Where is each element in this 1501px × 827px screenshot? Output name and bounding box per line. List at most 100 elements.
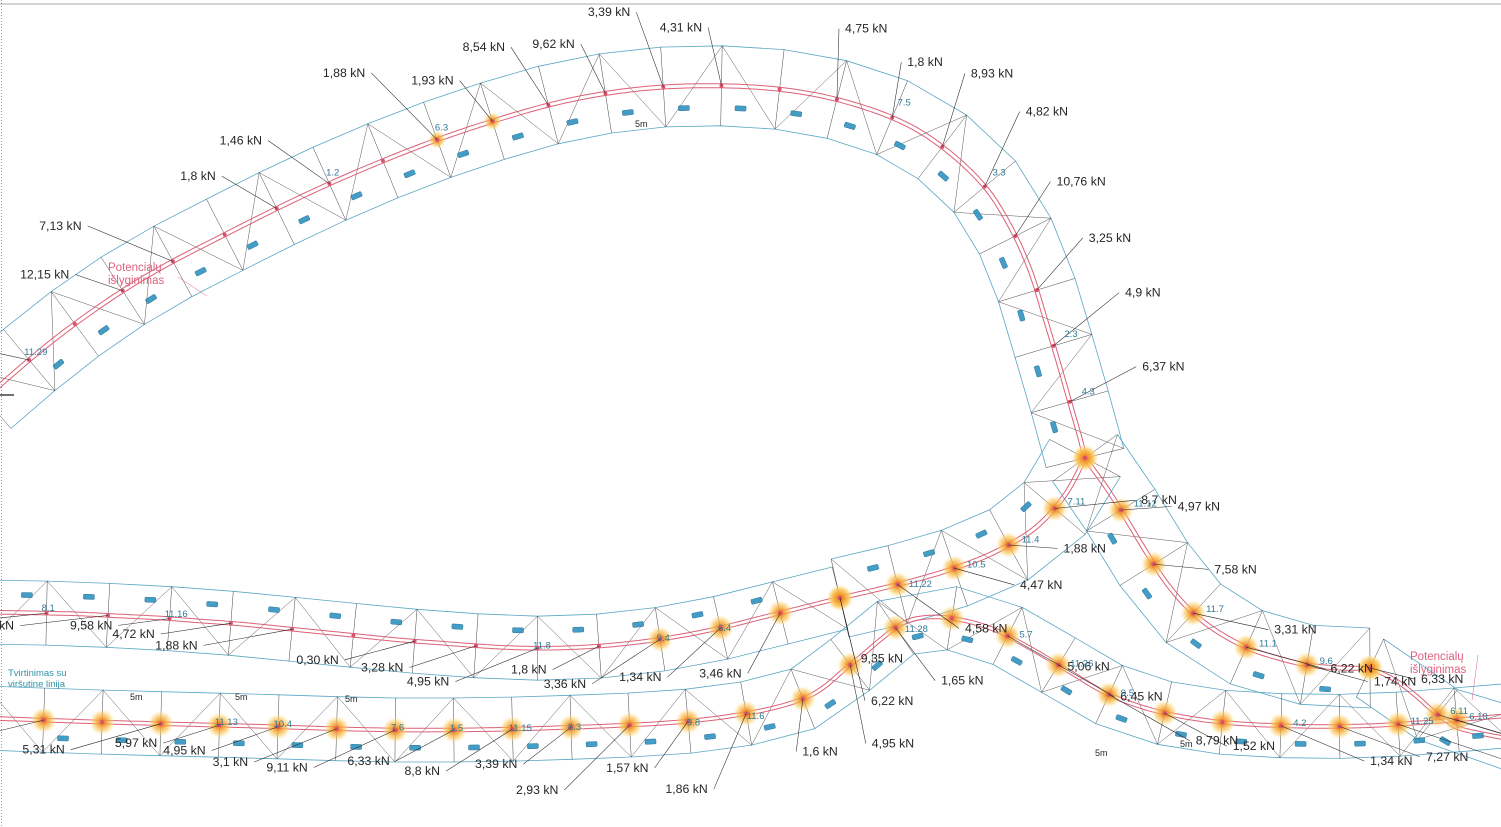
svg-text:6,37 kN: 6,37 kN <box>1142 360 1184 374</box>
svg-text:3,47 kN: 3,47 kN <box>0 619 14 633</box>
svg-text:1,46 kN: 1,46 kN <box>220 134 262 148</box>
svg-text:5m: 5m <box>235 692 248 702</box>
svg-text:11.7: 11.7 <box>1206 604 1224 615</box>
svg-text:1,86 kN: 1,86 kN <box>665 782 707 796</box>
svg-text:8,54 kN: 8,54 kN <box>463 40 505 54</box>
svg-text:3,36 kN: 3,36 kN <box>544 677 586 691</box>
svg-text:6.11: 6.11 <box>1450 706 1468 717</box>
svg-text:4,82 kN: 4,82 kN <box>1026 105 1068 119</box>
svg-text:5,31 kN: 5,31 kN <box>22 743 64 757</box>
svg-text:7.11: 7.11 <box>1068 497 1086 508</box>
svg-text:9.8: 9.8 <box>687 718 700 729</box>
svg-text:3,25 kN: 3,25 kN <box>1089 231 1131 245</box>
svg-text:9.4: 9.4 <box>657 633 670 644</box>
svg-text:7.6: 7.6 <box>391 723 404 734</box>
svg-text:11.16: 11.16 <box>165 609 188 620</box>
svg-text:9,58 kN: 9,58 kN <box>70 618 112 632</box>
svg-text:11.13: 11.13 <box>215 717 238 728</box>
svg-text:1,8 kN: 1,8 kN <box>180 169 216 183</box>
svg-text:7.5: 7.5 <box>898 98 911 109</box>
svg-text:5,97 kN: 5,97 kN <box>115 736 157 750</box>
svg-text:3,39 kN: 3,39 kN <box>475 757 517 771</box>
svg-text:6.10: 6.10 <box>1469 712 1488 723</box>
svg-text:6.3: 6.3 <box>435 122 448 133</box>
svg-text:4.3: 4.3 <box>1082 387 1095 398</box>
svg-text:4,31 kN: 4,31 kN <box>660 20 702 34</box>
svg-text:2,93 kN: 2,93 kN <box>516 783 558 797</box>
svg-text:9.5: 9.5 <box>1121 688 1134 699</box>
svg-text:0,30 kN: 0,30 kN <box>296 653 338 667</box>
svg-text:9,11 kN: 9,11 kN <box>266 761 307 775</box>
svg-text:9,62 kN: 9,62 kN <box>532 37 574 51</box>
svg-text:7,58 kN: 7,58 kN <box>1214 562 1256 576</box>
svg-text:6,22 kN: 6,22 kN <box>1331 662 1373 676</box>
svg-text:5m: 5m <box>345 694 358 704</box>
svg-text:4,95 kN: 4,95 kN <box>872 737 914 751</box>
svg-text:1,88 kN: 1,88 kN <box>323 66 365 80</box>
svg-text:6.4: 6.4 <box>718 623 731 634</box>
svg-text:10,76 kN: 10,76 kN <box>1057 175 1106 189</box>
svg-text:11.6: 11.6 <box>747 711 765 722</box>
svg-text:11.1: 11.1 <box>1259 639 1277 650</box>
svg-text:3,31 kN: 3,31 kN <box>1274 623 1316 637</box>
svg-text:3,1 kN: 3,1 kN <box>213 755 249 769</box>
svg-text:10.5: 10.5 <box>967 560 986 571</box>
svg-text:11.15: 11.15 <box>509 723 532 734</box>
svg-text:3,28 kN: 3,28 kN <box>361 661 403 675</box>
svg-text:10.4: 10.4 <box>274 719 293 730</box>
svg-text:6,33 kN: 6,33 kN <box>347 754 389 768</box>
svg-text:4,75 kN: 4,75 kN <box>845 22 887 36</box>
svg-text:4,47 kN: 4,47 kN <box>1020 578 1062 592</box>
svg-text:9,35 kN: 9,35 kN <box>861 651 903 665</box>
svg-text:išlyginimas: išlyginimas <box>1410 664 1466 676</box>
svg-text:6,22 kN: 6,22 kN <box>871 694 913 708</box>
svg-text:1.2: 1.2 <box>326 168 339 179</box>
svg-text:8,93 kN: 8,93 kN <box>971 67 1013 81</box>
svg-text:5.7: 5.7 <box>1019 629 1032 640</box>
svg-text:4.2: 4.2 <box>1293 718 1306 729</box>
svg-text:1,57 kN: 1,57 kN <box>606 761 648 775</box>
svg-text:viršutine linija: viršutine linija <box>8 679 66 690</box>
svg-text:4,9 kN: 4,9 kN <box>1125 286 1161 300</box>
svg-text:11.4: 11.4 <box>1022 535 1040 546</box>
svg-text:4,97 kN: 4,97 kN <box>1178 499 1220 513</box>
svg-text:8.3: 8.3 <box>568 722 581 733</box>
svg-text:1,8 kN: 1,8 kN <box>511 663 547 677</box>
svg-text:9.6: 9.6 <box>1320 656 1333 667</box>
svg-text:1,52 kN: 1,52 kN <box>1233 739 1275 753</box>
svg-text:11.22: 11.22 <box>909 579 932 590</box>
svg-text:1,88 kN: 1,88 kN <box>1064 541 1106 555</box>
svg-text:1,8 kN: 1,8 kN <box>907 55 943 69</box>
svg-text:Potencialų: Potencialų <box>108 262 162 274</box>
svg-text:11.8: 11.8 <box>533 641 551 652</box>
svg-text:8.1: 8.1 <box>42 603 55 614</box>
svg-text:Potencialų: Potencialų <box>1410 651 1464 663</box>
svg-text:5m: 5m <box>635 119 648 129</box>
svg-text:7,27 kN: 7,27 kN <box>1426 750 1468 764</box>
svg-text:1,34 kN: 1,34 kN <box>1370 754 1412 768</box>
svg-text:4,95 kN: 4,95 kN <box>163 744 205 758</box>
svg-text:1,6 kN: 1,6 kN <box>802 745 838 759</box>
svg-text:1.5: 1.5 <box>450 723 463 734</box>
svg-text:2.3: 2.3 <box>1064 329 1077 340</box>
svg-text:1,65 kN: 1,65 kN <box>941 674 983 688</box>
svg-text:11.29: 11.29 <box>24 347 47 358</box>
svg-text:8,8 kN: 8,8 kN <box>404 764 440 778</box>
svg-text:Tvirtinimas su: Tvirtinimas su <box>8 668 67 679</box>
svg-text:1,88 kN: 1,88 kN <box>155 638 197 652</box>
svg-text:11.25: 11.25 <box>1411 716 1434 727</box>
svg-text:11.28: 11.28 <box>905 624 928 635</box>
svg-text:4,72 kN: 4,72 kN <box>112 627 154 641</box>
svg-text:1,34 kN: 1,34 kN <box>619 670 661 684</box>
svg-text:3,39 kN: 3,39 kN <box>588 5 630 19</box>
svg-text:12,15 kN: 12,15 kN <box>20 268 69 282</box>
svg-text:7,13 kN: 7,13 kN <box>39 219 81 233</box>
svg-text:4,58 kN: 4,58 kN <box>965 621 1007 635</box>
svg-text:4,95 kN: 4,95 kN <box>407 675 449 689</box>
svg-text:11.26: 11.26 <box>1070 659 1093 670</box>
svg-text:išlyginimas: išlyginimas <box>108 275 164 287</box>
svg-text:11.12: 11.12 <box>1134 499 1157 510</box>
svg-text:3,46 kN: 3,46 kN <box>699 666 741 680</box>
svg-text:1,74 kN: 1,74 kN <box>1374 675 1416 689</box>
svg-text:1,93 kN: 1,93 kN <box>411 74 453 88</box>
